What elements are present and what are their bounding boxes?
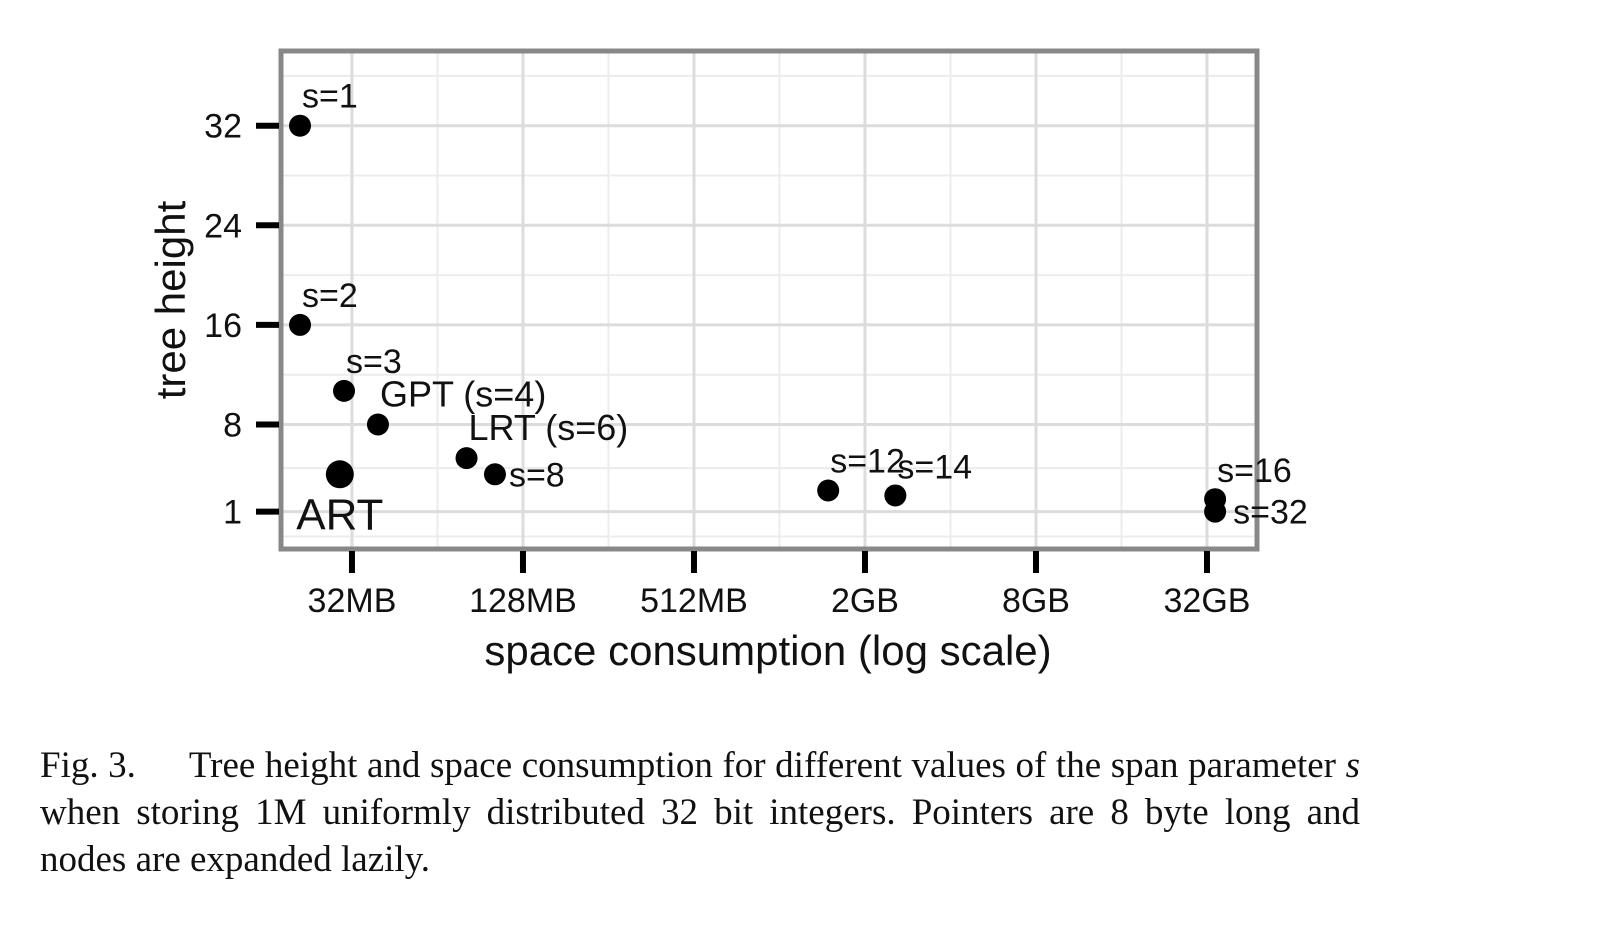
y-tick-label: 8: [223, 407, 242, 445]
chart-figure: 32MB 128MB 512MB 2GB 8GB 32GB 1 8 16 24 32 s=1 s=2…: [147, 48, 1308, 674]
point-label: s=12: [830, 442, 905, 480]
y-tick-label: 16: [204, 307, 242, 345]
x-tick-label: 512MB: [640, 582, 748, 620]
caption-text-before: Tree height and space consumption for di…: [188, 745, 1337, 786]
data-point: [884, 484, 907, 507]
y-tick-label: 32: [204, 108, 242, 146]
x-tick-label: 2GB: [831, 582, 899, 620]
data-point: [333, 379, 356, 402]
data-point: [817, 479, 840, 502]
point-label: s=2: [302, 277, 358, 315]
minor-grid: [281, 51, 1257, 549]
point-label: s=14: [897, 448, 972, 486]
x-axis-title: space consumption (log scale): [484, 627, 1051, 674]
data-point: [366, 413, 389, 436]
x-tick-label: 32MB: [308, 582, 397, 620]
major-grid: [281, 51, 1257, 549]
point-label: GPT (s=4): [380, 374, 546, 415]
figure-caption: Fig. 3. Tree height and space consumptio…: [40, 742, 1360, 883]
data-point: [455, 447, 478, 470]
point-label: s=1: [302, 78, 358, 116]
data-point: [1204, 500, 1227, 523]
caption-figure-number: Fig. 3.: [40, 745, 136, 786]
point-label: s=8: [509, 456, 565, 494]
x-axis-ticks: 32MB 128MB 512MB 2GB 8GB 32GB: [308, 551, 1251, 620]
y-axis-title: tree height: [147, 200, 194, 399]
plot-panel: [278, 48, 1260, 552]
y-axis-ticks: 1 8 16 24 32: [204, 108, 279, 532]
data-point: [289, 313, 312, 336]
data-point: [483, 463, 506, 486]
y-tick-label: 1: [223, 494, 242, 532]
caption-symbol: s: [1345, 745, 1360, 786]
x-tick-label: 32GB: [1164, 582, 1251, 620]
caption-text-after: when storing 1M uniformly distributed 32…: [40, 792, 1360, 880]
data-point: [289, 114, 312, 137]
point-label: s=16: [1217, 452, 1292, 490]
y-tick-label: 24: [204, 207, 242, 245]
data-point: [325, 460, 354, 489]
data-points: [289, 114, 1227, 523]
scatter-plot: 32MB 128MB 512MB 2GB 8GB 32GB 1 8 16 24 32 s=1 s=2…: [147, 48, 1308, 674]
point-label: s=3: [346, 343, 402, 381]
point-label: LRT (s=6): [469, 407, 629, 448]
x-tick-label: 128MB: [469, 582, 577, 620]
point-label: ART: [296, 490, 383, 539]
point-label: s=32: [1233, 494, 1308, 532]
x-tick-label: 8GB: [1002, 582, 1070, 620]
